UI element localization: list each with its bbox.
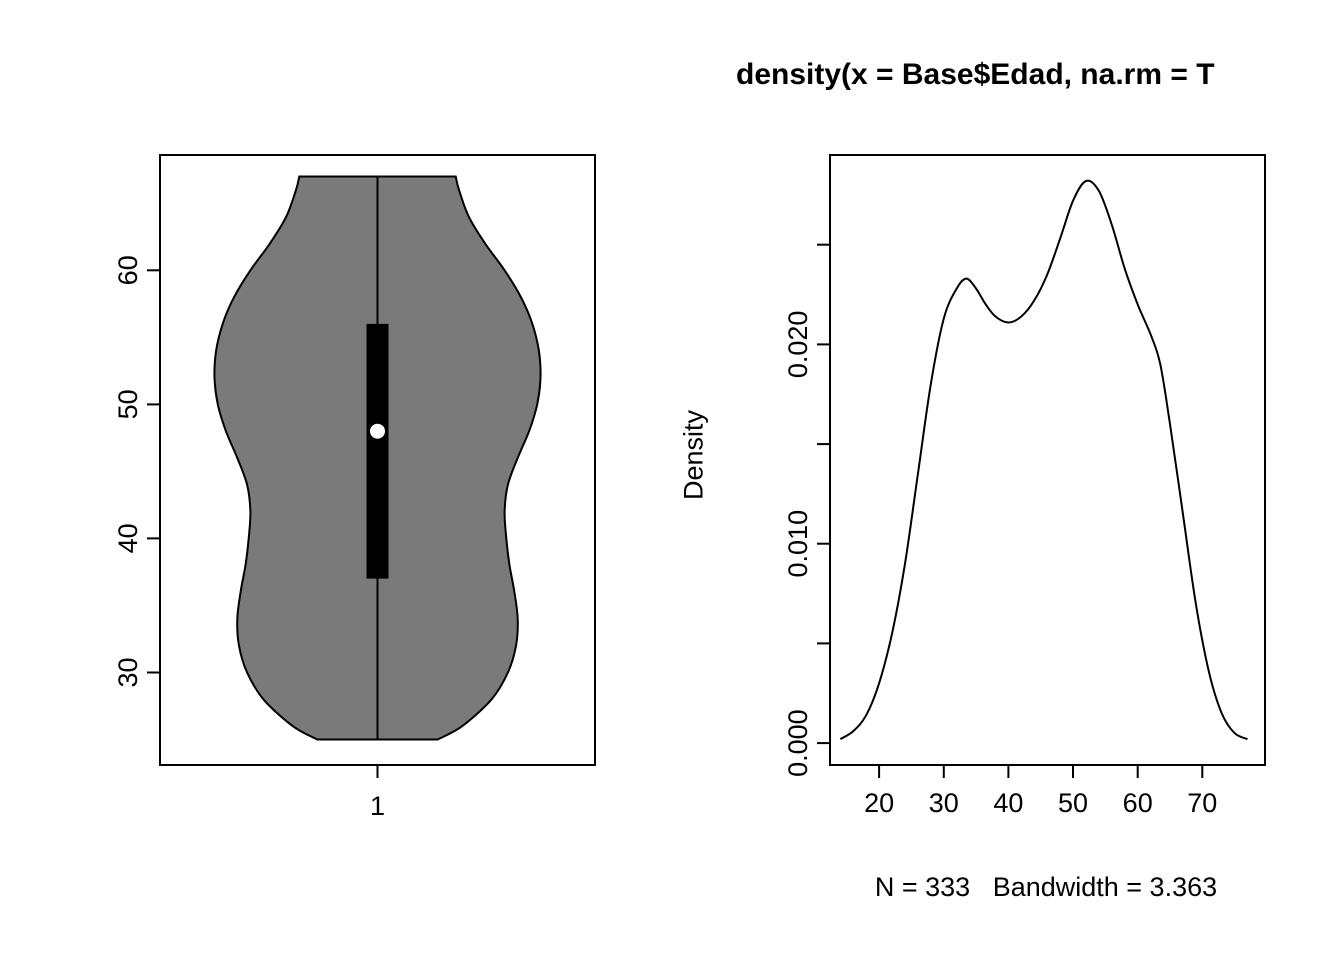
violin-y-tick-label: 60 <box>113 255 143 285</box>
density-x-tick-label: 30 <box>929 788 959 818</box>
density-curve <box>839 179 1248 741</box>
density-plot-title: density(x = Base$Edad, na.rm = T <box>736 58 1215 91</box>
density-x-tick-label: 40 <box>993 788 1023 818</box>
violin-y-tick-label: 40 <box>113 523 143 553</box>
iqr-box <box>366 323 389 579</box>
density-plot-border <box>829 154 1266 766</box>
density-y-axis-label: Density <box>678 409 709 501</box>
density-x-tick-label: 20 <box>864 788 894 818</box>
violin-x-tick-label: 1 <box>370 791 385 821</box>
violin-y-tick-label: 50 <box>113 389 143 419</box>
density-x-tick-label: 60 <box>1123 788 1153 818</box>
density-y-tick-label: 0.000 <box>783 709 813 777</box>
density-x-axis-label: N = 333 Bandwidth = 3.363 <box>874 872 1218 902</box>
violin-y-tick-label: 30 <box>113 657 143 687</box>
median-dot <box>370 423 385 439</box>
density-x-tick-label: 50 <box>1058 788 1088 818</box>
density-y-tick-label: 0.020 <box>783 311 813 379</box>
density-x-tick-label: 70 <box>1187 788 1217 818</box>
density-y-tick-label: 0.010 <box>783 510 813 578</box>
